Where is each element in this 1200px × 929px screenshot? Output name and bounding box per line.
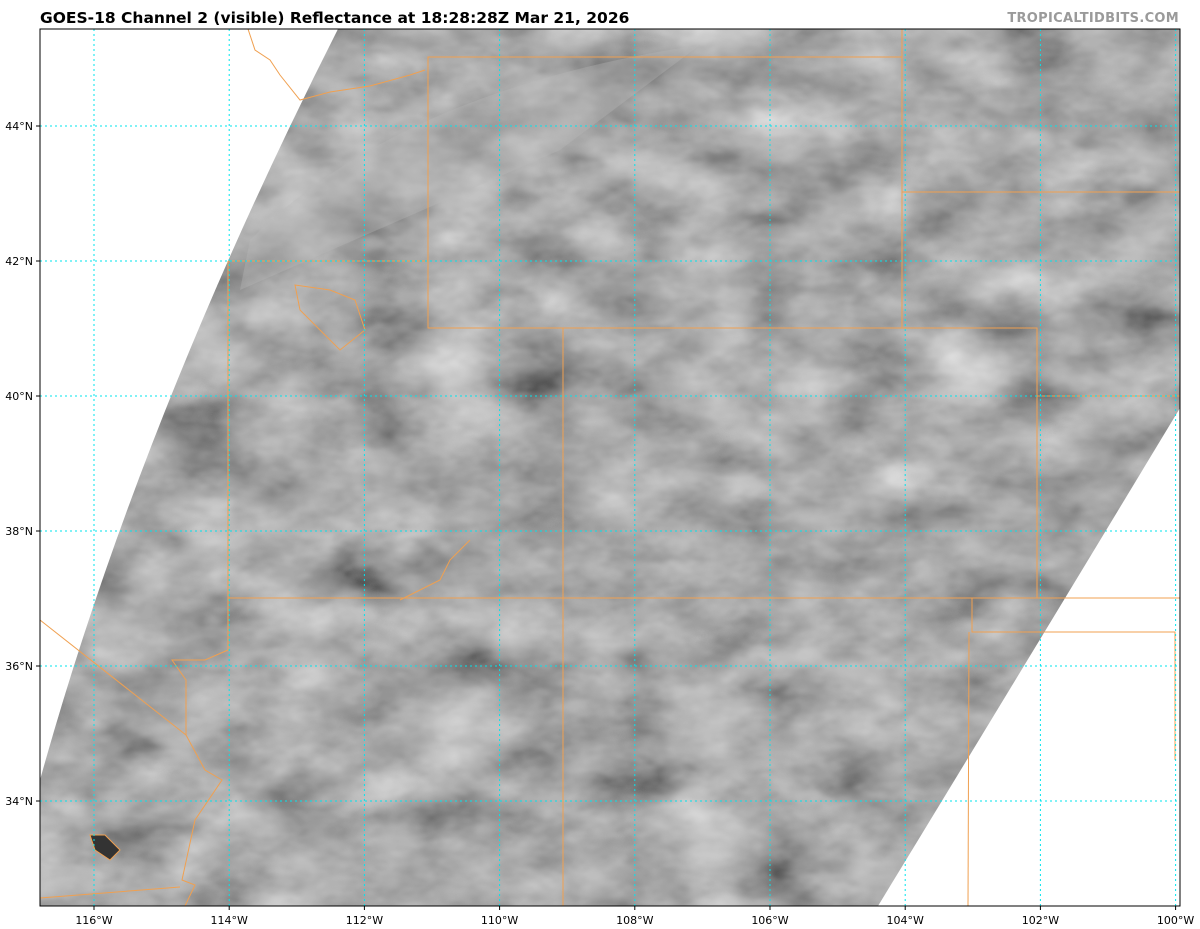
- lon-label: 114°W: [211, 914, 248, 927]
- axis-ticks: 116°W 114°W 112°W 110°W 108°W 106°W 104°W 102°W…: [5, 120, 1194, 927]
- lat-label: 40°N: [5, 390, 33, 403]
- lon-label: 102°W: [1022, 914, 1059, 927]
- lon-label: 100°W: [1157, 914, 1194, 927]
- cloud-band: [240, 45, 700, 290]
- lon-label: 116°W: [75, 914, 112, 927]
- lon-label: 104°W: [887, 914, 924, 927]
- lat-label: 34°N: [5, 795, 33, 808]
- map-title: GOES-18 Channel 2 (visible) Reflectance …: [40, 9, 630, 27]
- graticule: [40, 29, 1180, 906]
- lon-label: 110°W: [481, 914, 518, 927]
- lon-label: 106°W: [751, 914, 788, 927]
- state-borders: [40, 29, 1180, 906]
- watermark: TROPICALTIDBITS.COM: [1007, 11, 1179, 26]
- satellite-imagery-swath: [40, 29, 1180, 906]
- lat-label: 38°N: [5, 525, 33, 538]
- lon-label: 108°W: [616, 914, 653, 927]
- lat-label: 36°N: [5, 660, 33, 673]
- map-frame: [39, 28, 1181, 907]
- lon-label: 112°W: [346, 914, 383, 927]
- lat-label: 44°N: [5, 120, 33, 133]
- lat-label: 42°N: [5, 255, 33, 268]
